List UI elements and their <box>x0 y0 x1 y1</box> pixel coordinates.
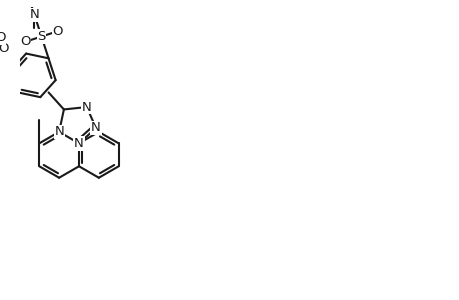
Text: N: N <box>74 137 84 150</box>
Text: N: N <box>54 125 64 138</box>
Text: O: O <box>20 35 30 48</box>
Text: S: S <box>37 30 45 43</box>
Text: N: N <box>82 100 91 113</box>
Text: N: N <box>29 8 39 21</box>
Text: O: O <box>0 42 9 55</box>
Text: O: O <box>0 32 6 44</box>
Text: O: O <box>52 25 63 38</box>
Text: N: N <box>91 122 101 134</box>
